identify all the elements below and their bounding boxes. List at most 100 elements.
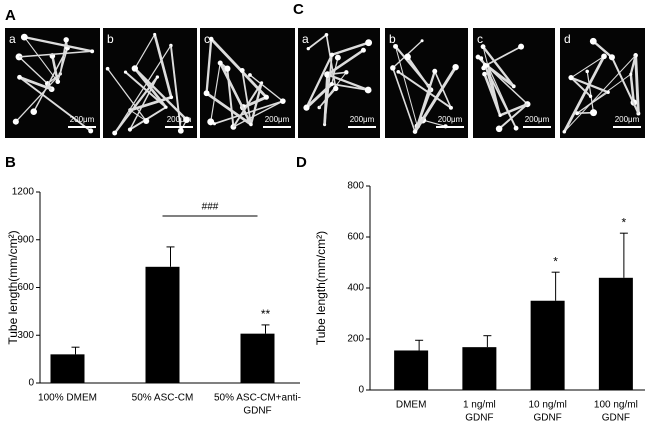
- y-tick-label: 1200: [12, 187, 35, 198]
- node: [432, 68, 438, 74]
- tube: [406, 56, 432, 91]
- tube: [629, 55, 637, 75]
- scale-bar: [263, 126, 291, 128]
- tube: [18, 76, 92, 132]
- tube: [634, 55, 640, 114]
- tube: [241, 70, 252, 125]
- tube: [563, 54, 637, 133]
- image-label: c: [477, 32, 483, 46]
- tube: [395, 46, 418, 127]
- tube: [570, 76, 592, 98]
- node: [498, 113, 502, 117]
- tube: [629, 74, 635, 103]
- tube: [232, 82, 263, 128]
- x-tick-label: GDNF: [465, 413, 493, 424]
- tube: [487, 65, 517, 129]
- x-tick-label: GDNF: [602, 413, 630, 424]
- node: [334, 54, 341, 61]
- tube: [331, 41, 369, 56]
- node: [306, 46, 310, 51]
- node: [365, 39, 373, 47]
- tube: [153, 34, 173, 98]
- x-tick-label: DMEM: [396, 400, 427, 411]
- tube: [392, 67, 416, 132]
- scale-label: 200μm: [167, 115, 192, 124]
- y-tick-label: 200: [347, 334, 364, 345]
- panel-label: B: [5, 154, 16, 171]
- node: [513, 125, 519, 131]
- bar: [145, 266, 180, 383]
- tube: [205, 92, 252, 126]
- tube: [307, 34, 328, 50]
- node: [480, 44, 486, 50]
- image-label: b: [107, 32, 114, 46]
- x-tick-label: 10 ng/ml: [528, 400, 566, 411]
- node: [495, 125, 503, 133]
- tube: [214, 100, 284, 125]
- panel-label: C: [293, 1, 304, 18]
- scale-bar: [523, 126, 551, 128]
- node: [412, 129, 418, 134]
- comparison-label: ###: [202, 202, 219, 213]
- tube: [129, 106, 167, 131]
- tube: [19, 76, 53, 91]
- tube: [124, 71, 167, 108]
- node: [475, 54, 481, 60]
- tube: [576, 91, 609, 114]
- scale-label: 200μm: [265, 115, 290, 124]
- scale-label: 200μm: [525, 115, 550, 124]
- node: [90, 49, 95, 54]
- tube: [134, 34, 156, 69]
- node: [482, 71, 487, 77]
- image-label: a: [9, 32, 16, 46]
- tube: [24, 35, 93, 53]
- bar: [394, 350, 429, 390]
- node: [88, 128, 94, 134]
- image-label: c: [204, 32, 210, 46]
- tube: [33, 47, 69, 113]
- node: [177, 127, 184, 134]
- node: [364, 86, 372, 94]
- y-tick-label: 800: [347, 181, 364, 192]
- node: [155, 75, 160, 79]
- y-axis-label: Tube length(mm/cm²): [314, 231, 328, 345]
- node: [263, 94, 269, 100]
- node: [224, 65, 231, 72]
- x-tick-label: 100 ng/ml: [594, 400, 638, 411]
- node: [588, 94, 593, 98]
- node: [601, 53, 607, 60]
- node: [606, 90, 610, 94]
- y-tick-label: 600: [17, 282, 34, 293]
- y-tick-label: 0: [28, 378, 34, 389]
- y-tick-label: 300: [17, 330, 34, 341]
- tube: [18, 50, 93, 58]
- scale-bar: [348, 126, 376, 128]
- tube: [413, 89, 432, 133]
- node: [17, 74, 22, 80]
- node: [55, 79, 61, 85]
- node: [208, 36, 214, 42]
- tube: [249, 74, 284, 102]
- node: [404, 53, 411, 61]
- node: [448, 105, 453, 110]
- node: [329, 52, 335, 57]
- panel-label: A: [5, 7, 16, 24]
- significance: **: [261, 307, 271, 321]
- node: [360, 47, 366, 53]
- node: [482, 62, 488, 69]
- image-label: b: [389, 32, 396, 46]
- node: [169, 95, 174, 100]
- x-tick-label: GDNF: [533, 413, 561, 424]
- node: [153, 32, 157, 36]
- node: [562, 130, 567, 134]
- tube: [210, 62, 221, 122]
- scale-label: 200μm: [615, 115, 640, 124]
- scale-label: 200μm: [70, 115, 95, 124]
- significance: *: [553, 254, 558, 268]
- node: [249, 122, 253, 127]
- y-tick-label: 0: [358, 385, 364, 396]
- tube: [210, 38, 268, 99]
- node: [248, 73, 252, 77]
- tube: [305, 54, 333, 109]
